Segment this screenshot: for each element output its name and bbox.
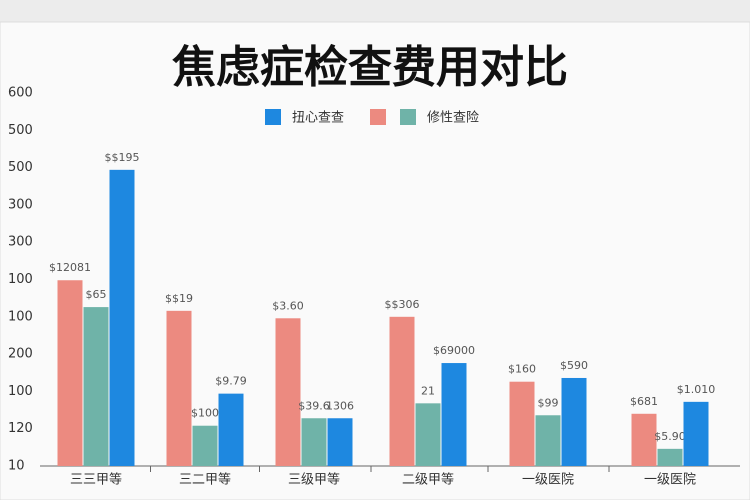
x-tick-label: 一级医院 <box>644 473 696 488</box>
legend-swatch <box>370 109 386 125</box>
value-label: $$195 <box>105 151 140 164</box>
x-tick-label: 三二甲等 <box>179 472 231 488</box>
y-tick-label: 300 <box>8 197 33 212</box>
value-label: $100 <box>191 407 219 420</box>
value-label: $9.79 <box>215 375 247 388</box>
bar <box>415 403 441 466</box>
value-label: $12081 <box>49 261 91 274</box>
bar <box>509 381 535 466</box>
value-label: $69000 <box>433 344 475 357</box>
y-tick-label: 10 <box>8 459 25 474</box>
bar <box>657 448 683 466</box>
bar <box>327 418 353 466</box>
bar <box>683 401 709 466</box>
value-label: 21 <box>421 384 435 397</box>
legend-label: 扭心查查 <box>292 111 344 126</box>
value-label: $39.6 <box>298 399 330 412</box>
bar <box>218 393 244 466</box>
bar <box>83 307 109 466</box>
bar <box>441 363 467 466</box>
bar <box>389 316 415 466</box>
value-label: $590 <box>560 359 588 372</box>
y-tick-label: 100 <box>8 309 33 324</box>
value-label: $3.60 <box>272 299 304 312</box>
bar <box>109 169 135 466</box>
x-tick-label: 一级医院 <box>522 473 574 488</box>
chart-title: 焦虑症检查费用对比 <box>172 42 568 93</box>
bar <box>275 318 301 466</box>
y-tick-label: 600 <box>8 86 33 101</box>
legend-swatch <box>265 109 281 125</box>
bar <box>57 280 83 466</box>
value-label: $1.010 <box>677 383 716 396</box>
y-tick-label: 120 <box>8 421 33 436</box>
value-label: $65 <box>86 288 107 301</box>
value-label: $99 <box>538 396 559 409</box>
y-tick-label: 100 <box>8 384 33 399</box>
value-label: $$306 <box>385 298 420 311</box>
y-tick-label: 300 <box>8 235 33 250</box>
legend-swatch <box>400 109 416 125</box>
legend-label: 修性查险 <box>427 111 479 126</box>
x-tick-label: 二级甲等 <box>402 472 454 488</box>
bar <box>166 310 192 466</box>
y-tick-label: 500 <box>8 123 33 138</box>
x-tick-label: 三级甲等 <box>288 472 340 488</box>
value-label: $160 <box>508 363 536 376</box>
value-label: $5.90 <box>654 430 686 443</box>
x-tick-label: 三三甲等 <box>70 472 122 488</box>
y-tick-label: 200 <box>8 347 33 362</box>
bar <box>192 425 218 466</box>
y-tick-label: 500 <box>8 160 33 175</box>
value-label: 1306 <box>326 399 354 412</box>
bar <box>535 415 561 466</box>
bar <box>561 377 587 466</box>
y-tick-label: 100 <box>8 272 33 287</box>
value-label: $$19 <box>165 292 193 305</box>
bar <box>301 418 327 466</box>
bar <box>631 413 657 466</box>
value-label: $681 <box>630 395 658 408</box>
